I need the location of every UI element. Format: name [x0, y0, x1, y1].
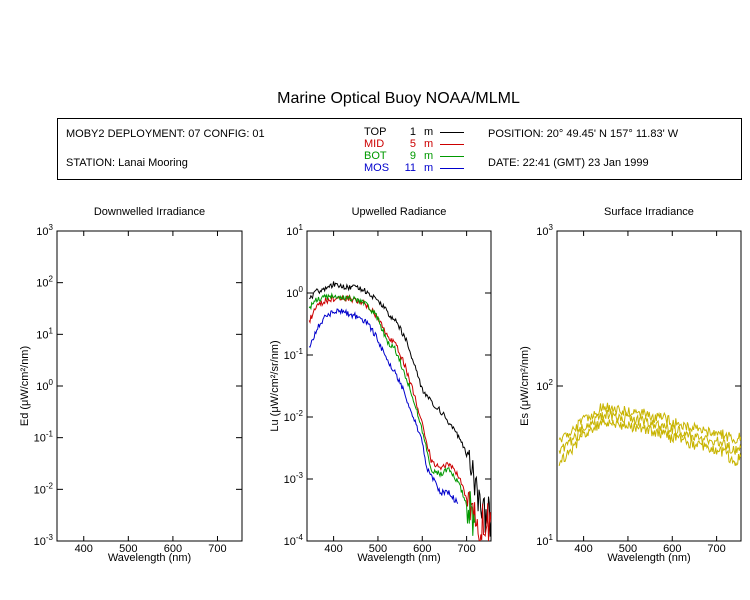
date-text: DATE: 22:41 (GMT) 23 Jan 1999 [488, 157, 649, 169]
legend-unit: m [424, 138, 434, 150]
x-axis-label: Wavelength (nm) [357, 552, 440, 564]
y-tick-label: 10-3 [284, 471, 304, 486]
y-tick-label: 10-1 [34, 430, 54, 445]
y-tick-label: 10-2 [34, 481, 54, 496]
x-tick-label: 600 [663, 543, 681, 555]
plot-frame [556, 230, 742, 542]
y-tick-label: 10-3 [34, 533, 54, 548]
series-group [308, 281, 491, 541]
legend-line-swatch [440, 168, 464, 169]
y-tick-label: 101 [36, 326, 53, 341]
x-tick-label: 500 [119, 543, 137, 555]
y-tick-label: 101 [286, 223, 303, 238]
series-group [558, 402, 741, 467]
x-tick-label: 400 [574, 543, 592, 555]
series-line-1 [309, 281, 491, 537]
legend-unit: m [424, 126, 434, 138]
y-tick-label: 10-2 [284, 409, 304, 424]
legend-entry-mid: MID 5 m [364, 138, 474, 150]
y-tick-label: 103 [36, 223, 53, 238]
y-axis-label: Es (μW/cm²/nm) [519, 346, 531, 426]
chart-panel-1: Downwelled Irradiance Wavelength (nm) Ed (… [19, 206, 243, 564]
x-tick-label: 500 [369, 543, 387, 555]
legend-depth: 11 [404, 162, 416, 174]
y-tick-label: 101 [536, 533, 553, 548]
y-axis-label: Lu (μW/cm²/sr/nm) [269, 340, 281, 431]
page-title: Marine Optical Buoy NOAA/MLML [277, 90, 520, 107]
legend-label: MOS [364, 162, 390, 174]
plot-frame [306, 230, 492, 542]
x-tick-label: 600 [164, 543, 182, 555]
legend-unit: m [424, 162, 434, 174]
y-tick-label: 100 [286, 285, 303, 300]
plot-frame [56, 230, 243, 542]
x-tick-label: 400 [75, 543, 93, 555]
legend-line-swatch [440, 156, 464, 157]
legend-unit: m [424, 150, 434, 162]
series-line-1 [558, 402, 741, 445]
position-text: POSITION: 20° 49.45' N 157° 11.83' W [488, 128, 679, 140]
x-tick-label: 500 [619, 543, 637, 555]
x-tick-label: 700 [707, 543, 725, 555]
legend-depth: 1 [409, 126, 416, 138]
station-text: STATION: Lanai Mooring [66, 157, 188, 169]
chart-title: Downwelled Irradiance [94, 206, 205, 218]
legend-label: MID [364, 138, 385, 150]
y-tick-label: 102 [536, 378, 553, 393]
legend-label: TOP [364, 126, 387, 138]
legend-entry-mos: MOS 11 m [364, 162, 474, 174]
legend-line-swatch [440, 132, 464, 133]
deployment-text: MOBY2 DEPLOYMENT: 07 CONFIG: 01 [66, 128, 265, 140]
x-tick-label: 400 [324, 543, 342, 555]
x-tick-label: 600 [413, 543, 431, 555]
chart-panel-3: Surface Irradiance Wavelength (nm) Es (μW/… [519, 206, 742, 564]
series-line-3 [558, 417, 741, 467]
info-box: MOBY2 DEPLOYMENT: 07 CONFIG: 01 STATION:… [57, 118, 742, 180]
y-axis-label: Ed (μW/cm²/nm) [19, 346, 31, 426]
y-tick-label: 102 [36, 275, 53, 290]
y-tick-label: 10-1 [284, 347, 304, 362]
x-tick-label: 700 [457, 543, 475, 555]
x-tick-label: 700 [208, 543, 226, 555]
legend-entry-top: TOP 1 m [364, 126, 474, 138]
y-tick-label: 10-4 [284, 533, 304, 548]
x-axis-label: Wavelength (nm) [108, 552, 191, 564]
legend-entry-bot: BOT 9 m [364, 150, 474, 162]
legend-depth: 5 [409, 138, 416, 150]
legend-line-swatch [440, 144, 464, 145]
chart-title: Surface Irradiance [604, 206, 694, 218]
y-tick-label: 100 [36, 378, 53, 393]
series-line-3 [308, 292, 476, 536]
y-tick-label: 103 [536, 223, 553, 238]
x-axis-label: Wavelength (nm) [607, 552, 690, 564]
chart-panel-2: Upwelled Radiance Wavelength (nm) Lu (μW/c… [269, 206, 492, 564]
series-line-2 [308, 294, 491, 541]
chart-title: Upwelled Radiance [352, 206, 447, 218]
legend-label: BOT [364, 150, 387, 162]
series-line-4 [308, 308, 459, 504]
legend-depth: 9 [409, 150, 416, 162]
